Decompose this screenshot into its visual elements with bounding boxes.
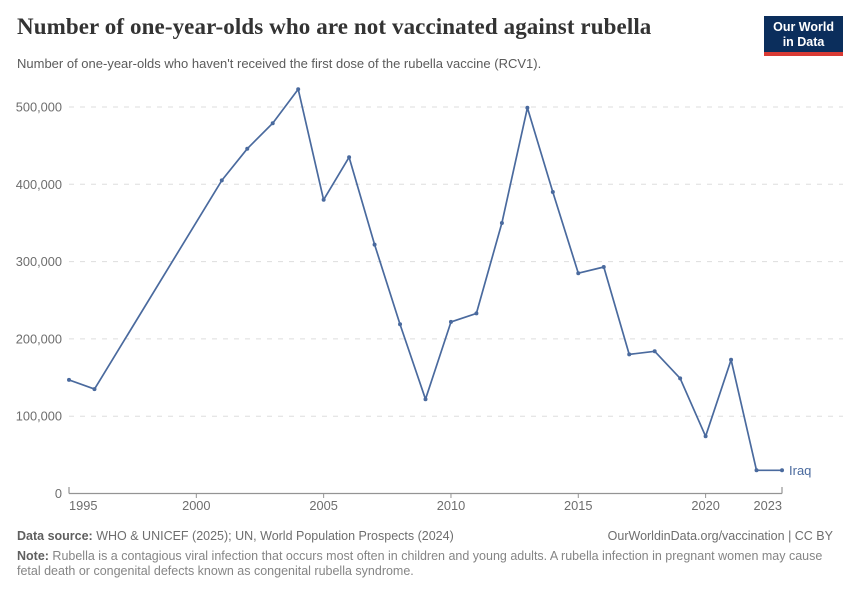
data-point-marker[interactable] [729,357,734,362]
y-axis-tick-label: 0 [55,486,62,501]
data-point-marker[interactable] [754,468,759,473]
data-point-marker[interactable] [372,242,377,247]
data-point-marker[interactable] [423,397,428,402]
y-axis-tick-label: 300,000 [16,254,62,269]
owid-logo-line1: Our World [773,20,834,34]
owid-logo[interactable]: Our World in Data [764,16,843,56]
y-axis-tick-label: 100,000 [16,409,62,424]
data-source-text: WHO & UNICEF (2025); UN, World Populatio… [92,529,454,543]
data-point-marker[interactable] [550,190,555,195]
data-point-marker[interactable] [296,87,301,92]
owid-logo-line2: in Data [782,34,825,49]
data-point-marker[interactable] [652,349,657,354]
data-point-marker[interactable] [780,468,784,473]
data-point-marker[interactable] [245,146,250,151]
chart-footer: Data source: WHO & UNICEF (2025); UN, Wo… [17,529,833,580]
data-point-marker[interactable] [576,271,581,276]
data-point-marker[interactable] [703,434,708,439]
x-axis-tick-label: 1995 [69,498,97,513]
data-point-marker[interactable] [321,197,326,202]
chart-note: Note: Rubella is a contagious viral infe… [17,549,833,580]
data-source-label: Data source: [17,529,93,543]
source-row: Data source: WHO & UNICEF (2025); UN, Wo… [17,529,833,543]
data-point-marker[interactable] [474,311,479,316]
data-point-marker[interactable] [67,377,71,382]
data-point-marker[interactable] [448,319,453,324]
note-label: Note: [17,549,49,563]
x-axis-tick-label: 2023 [754,498,782,513]
y-axis-tick-label: 200,000 [16,331,62,346]
data-point-marker[interactable] [92,387,97,392]
series-end-label[interactable]: Iraq [789,463,811,478]
data-point-marker[interactable] [601,265,606,270]
data-line[interactable] [68,88,783,472]
data-point-marker[interactable] [219,178,224,183]
y-axis-tick-label: 500,000 [16,100,62,115]
x-axis-tick-label: 2010 [437,498,465,513]
data-point-marker[interactable] [347,155,352,160]
data-point-marker[interactable] [499,220,504,225]
data-point-marker[interactable] [525,105,530,110]
page-subtitle: Number of one-year-olds who haven't rece… [17,56,542,71]
x-axis-tick-label: 2000 [182,498,210,513]
note-text: Rubella is a contagious viral infection … [17,549,823,579]
x-axis-tick-label: 2020 [691,498,719,513]
data-point-marker[interactable] [627,352,632,357]
y-axis-tick-label: 400,000 [16,177,62,192]
data-point-marker[interactable] [398,322,403,327]
data-point-marker[interactable] [678,376,683,381]
x-axis-tick-label: 2005 [309,498,337,513]
x-axis-tick-label: 2015 [564,498,592,513]
data-source: Data source: WHO & UNICEF (2025); UN, Wo… [17,529,454,543]
data-point-marker[interactable] [270,121,275,126]
page-title: Number of one-year-olds who are not vacc… [17,14,652,39]
owid-license-link[interactable]: OurWorldinData.org/vaccination | CC BY [607,529,833,543]
